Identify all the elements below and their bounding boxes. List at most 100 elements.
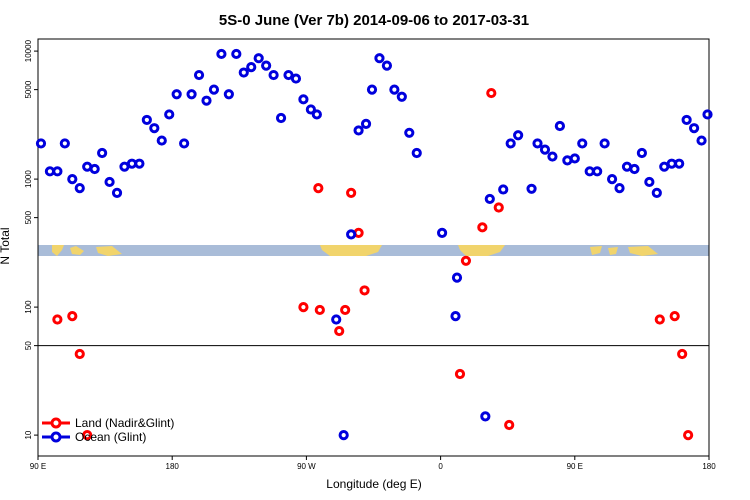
ocean-point — [216, 48, 227, 60]
ocean-point — [164, 109, 175, 120]
land-point — [654, 314, 665, 325]
legend-ocean-marker — [50, 431, 62, 443]
ocean-point — [104, 176, 115, 188]
land-point — [359, 285, 370, 296]
ocean-point — [480, 411, 491, 422]
ocean-point — [629, 163, 640, 175]
ocean-point — [505, 138, 516, 149]
land-point — [340, 304, 351, 316]
land-point — [677, 348, 688, 360]
land-point — [313, 183, 324, 194]
legend-land-label: Land (Nadir&Glint) — [75, 416, 174, 430]
ocean-point — [52, 166, 63, 177]
ocean-point — [547, 151, 558, 162]
ocean-point — [353, 125, 364, 136]
land-point — [74, 348, 85, 360]
ocean-point — [201, 95, 212, 106]
land-point — [346, 187, 357, 199]
ocean-point — [268, 69, 279, 81]
ocean-point — [526, 183, 537, 194]
land-point — [82, 430, 93, 441]
ocean-point — [498, 184, 509, 195]
x-axis: 90 E 180 90 W 0 90 E 180 — [30, 456, 716, 471]
ocean-point — [89, 163, 100, 175]
x-tick-label: 180 — [166, 462, 180, 471]
y-axis-label: N Total — [0, 227, 12, 264]
y-tick-label: 100 — [24, 300, 33, 314]
ocean-point — [261, 60, 272, 71]
ocean-point — [396, 91, 407, 102]
ocean-point — [74, 183, 85, 194]
ocean-point — [702, 109, 713, 120]
land-point — [67, 311, 78, 322]
land-point — [669, 311, 680, 322]
y-tick-label: 1000 — [24, 170, 33, 188]
ocean-point — [554, 120, 565, 132]
ocean-point — [592, 166, 603, 177]
land-point — [454, 368, 466, 380]
ocean-point — [651, 187, 662, 199]
x-tick-label: 0 — [438, 462, 443, 471]
chart-title: 5S-0 June (Ver 7b) 2014-09-06 to 2017-03… — [219, 12, 529, 29]
ocean-point — [674, 158, 685, 169]
ocean-point — [404, 127, 415, 138]
legend-land-marker — [50, 417, 62, 429]
land-point — [298, 302, 309, 313]
y-axis: 10 50 100 500 1000 5000 10000 — [24, 39, 38, 440]
ocean-point — [450, 311, 461, 322]
ocean-point — [141, 114, 152, 126]
ocean-point — [149, 123, 160, 134]
ocean-point — [290, 73, 302, 84]
map-strip — [38, 245, 709, 256]
legend: Land (Nadir&Glint) Ocean (Glint) — [42, 416, 174, 444]
ocean-point — [577, 138, 588, 149]
land-point — [493, 202, 504, 213]
ocean-point — [688, 123, 700, 134]
land-point — [52, 314, 63, 325]
y-tick-label: 10 — [24, 430, 33, 439]
ocean-point — [283, 69, 294, 81]
y-tick-label: 500 — [24, 210, 33, 224]
ocean-point — [223, 89, 234, 100]
ocean-point — [179, 138, 190, 149]
land-point — [334, 325, 345, 337]
ocean-point — [366, 84, 378, 95]
legend-ocean-label: Ocean (Glint) — [75, 430, 146, 444]
ocean-point — [346, 229, 357, 240]
ocean-point — [374, 53, 385, 64]
ocean-point — [193, 69, 205, 81]
x-tick-label: 90 W — [297, 462, 316, 471]
land-point — [314, 304, 325, 316]
ocean-point — [246, 61, 257, 73]
ocean-point — [599, 138, 610, 149]
ocean-point — [696, 135, 707, 146]
ocean-point — [331, 314, 342, 325]
ocean-point — [305, 104, 316, 115]
ocean-point — [411, 147, 422, 159]
x-axis-label: Longitude (deg E) — [326, 477, 421, 491]
ocean-point — [636, 147, 648, 159]
ocean-point — [311, 109, 322, 120]
ocean-point — [681, 114, 692, 126]
ocean-point — [238, 67, 249, 78]
ocean-point — [381, 60, 393, 71]
ocean-point — [171, 89, 182, 100]
ocean-point — [186, 89, 197, 100]
ocean-point — [59, 138, 70, 149]
y-tick-label: 50 — [24, 341, 33, 350]
ocean-point — [67, 174, 78, 185]
ocean-point — [208, 84, 220, 95]
plot-frame — [37, 38, 710, 457]
x-tick-label: 180 — [702, 462, 716, 471]
ocean-point — [451, 272, 463, 283]
ocean-point — [111, 187, 123, 199]
ocean-point — [614, 183, 625, 194]
land-point — [683, 430, 694, 441]
ocean-point — [644, 176, 655, 188]
ocean-point — [97, 147, 108, 159]
ocean-point — [569, 153, 580, 164]
ocean-point — [532, 138, 543, 149]
ocean-point — [484, 193, 495, 205]
ocean-point — [338, 430, 349, 441]
